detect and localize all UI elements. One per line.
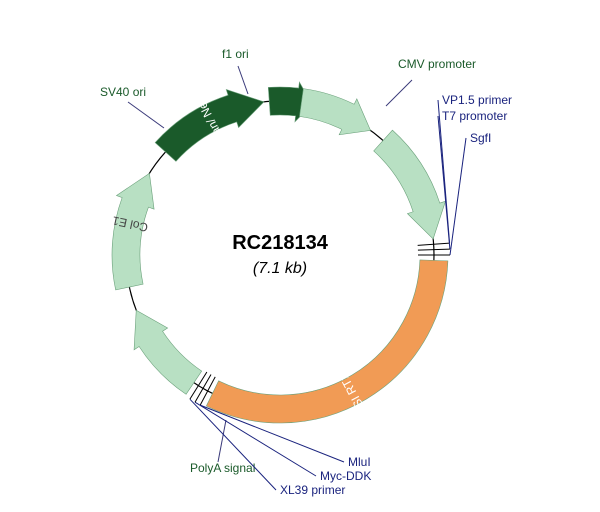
annotation-leader-t7 <box>438 116 450 249</box>
annotation-label-xl39: XL39 primer <box>280 483 345 497</box>
feature-leader-f1ori <box>238 66 248 94</box>
feature-leader-cmv <box>386 80 412 106</box>
feature-cmv <box>374 130 446 239</box>
feature-leader-sv40 <box>128 102 164 128</box>
annotation-leader-sgfi <box>450 138 466 255</box>
feature-label-polya: PolyA signal <box>190 461 255 475</box>
plasmid-name: RC218134 <box>232 232 329 254</box>
feature-label-f1ori: f1 ori <box>222 47 249 61</box>
annotation-label-vp15: VP1.5 primer <box>442 93 512 107</box>
annotation-label-sgfi: SgfI <box>470 131 491 145</box>
annotation-label-mlui: MluI <box>348 455 371 469</box>
annotation-label-mycddk: Myc-DDK <box>320 469 371 483</box>
plasmid-size: (7.1 kb) <box>253 260 307 277</box>
feature-leader-polya <box>218 420 226 462</box>
feature-sirt1 <box>206 260 448 423</box>
feature-label-sv40: SV40 ori <box>100 85 146 99</box>
feature-f1ori <box>299 89 370 135</box>
annotation-label-t7: T7 promoter <box>442 109 507 123</box>
annotation-tick-t7 <box>418 249 450 250</box>
feature-label-cmv: CMV promoter <box>398 57 476 71</box>
feature-polya <box>134 310 202 394</box>
